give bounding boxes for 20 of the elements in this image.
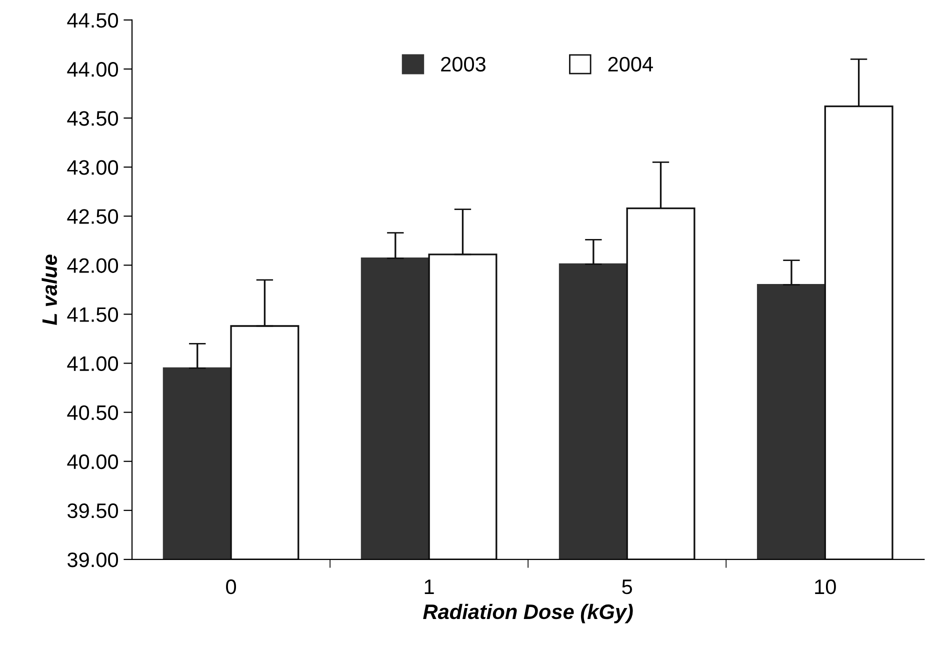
legend-label: 2004: [608, 56, 653, 72]
x-tick-label: 5: [622, 580, 632, 594]
y-tick-label: 41.00: [67, 356, 118, 372]
y-tick-label: 44.00: [67, 62, 118, 77]
y-tick-label: 41.50: [67, 307, 118, 322]
y-tick-label: 43.00: [67, 160, 118, 175]
legend-label: 2003: [441, 56, 486, 72]
y-tick-label: 43.50: [67, 111, 118, 126]
y-tick-label: 42.50: [67, 209, 118, 224]
x-tick-label: 10: [815, 579, 836, 594]
x-tick-label: 1: [424, 580, 434, 594]
y-tick-label: 40.50: [67, 405, 118, 420]
y-axis-title: L value: [42, 254, 58, 326]
y-tick-label: 44.50: [67, 12, 118, 28]
y-tick-label: 42.00: [67, 258, 118, 273]
y-tick-label: 39.50: [67, 503, 118, 518]
y-tick-label: 40.00: [67, 454, 118, 470]
x-axis-title: Radiation Dose (kGy): [423, 604, 633, 624]
y-tick-label: 39.00: [67, 552, 118, 568]
x-tick-label: 0: [226, 579, 236, 594]
